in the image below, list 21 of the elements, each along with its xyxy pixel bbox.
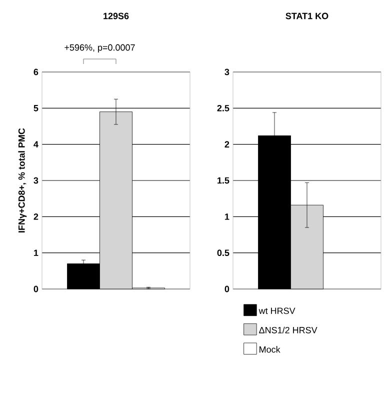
legend-label: wt HRSV: [258, 308, 296, 314]
y-axis-title: IFNγ+CD8+, % total PMC: [18, 128, 27, 232]
y-tick-label: 4: [34, 141, 38, 148]
y-tick-label: 3: [34, 177, 38, 184]
y-tick-label: 2.5: [217, 104, 230, 112]
y-tick-label: 2: [34, 214, 38, 220]
text: +596%, p=0.0007: [64, 44, 135, 52]
y-tick-label: 3: [224, 68, 230, 76]
y-tick-label: 0.5: [217, 250, 230, 256]
legend-label: Mock: [260, 346, 280, 353]
y-tick-label: 5: [34, 105, 38, 112]
y-tick-label: 1: [34, 250, 38, 256]
y-tick-label: 1: [225, 214, 230, 220]
y-tick-label: 2: [224, 141, 230, 148]
y-tick-label: 6: [34, 68, 38, 76]
y-tick-label: 0: [224, 286, 230, 292]
y-tick-label: 1.5: [218, 177, 230, 184]
y-tick-label: 0: [34, 286, 38, 292]
chart-title: STAT1 KO: [286, 12, 328, 20]
chart-title: 129S6: [104, 12, 129, 20]
legend-label: ΔNS1/2 HRSV: [259, 326, 318, 334]
